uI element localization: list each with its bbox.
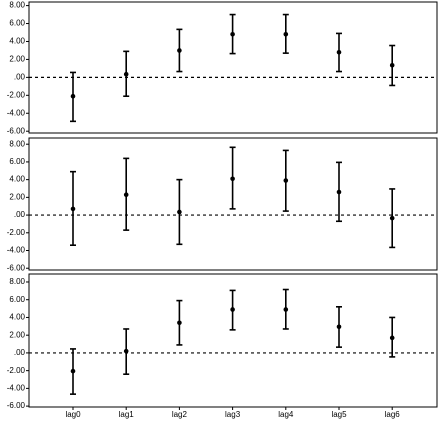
y-tick-label: 2.00 (9, 192, 25, 201)
y-tick-label: 8.00 (9, 139, 25, 148)
point (123, 192, 129, 197)
point (230, 307, 235, 312)
y-tick-label: 4.00 (9, 175, 25, 184)
x-tick-label: lag6 (385, 410, 401, 419)
point (230, 32, 235, 37)
y-tick-label: 4.00 (9, 37, 25, 46)
y-tick-label: 4.00 (9, 313, 25, 322)
point (389, 335, 395, 341)
y-tick-label: -6.00 (7, 263, 26, 272)
point (336, 189, 342, 195)
y-tick-label: -2.00 (7, 228, 26, 237)
point (177, 48, 182, 53)
y-tick-label: -2.00 (7, 366, 26, 375)
x-tick-label: lag0 (65, 410, 81, 419)
y-tick-label: 2.00 (9, 330, 25, 339)
y-tick-label: .00 (14, 348, 26, 357)
y-tick-label: -4.00 (7, 108, 26, 117)
y-tick-label: -6.00 (7, 126, 26, 135)
point (283, 32, 289, 37)
x-tick-label: lag1 (119, 410, 135, 419)
y-tick-label: 6.00 (9, 295, 25, 304)
point (336, 324, 342, 330)
point (70, 368, 76, 374)
y-tick-label: 8.00 (9, 1, 25, 10)
y-tick-label: 8.00 (9, 277, 25, 286)
point (177, 209, 182, 215)
y-tick-label: -4.00 (7, 246, 26, 255)
y-tick-label: -6.00 (7, 401, 26, 410)
point (389, 62, 395, 68)
x-tick-label: lag3 (225, 410, 241, 419)
x-tick-label: lag2 (172, 410, 188, 419)
y-tick-label: 6.00 (9, 157, 25, 166)
panel-frame (28, 1, 438, 134)
point (70, 93, 76, 99)
x-tick-label: lag4 (278, 410, 294, 419)
point (123, 71, 129, 77)
y-tick-label: -2.00 (7, 90, 26, 99)
point (70, 206, 76, 212)
point (177, 320, 182, 326)
y-tick-label: .00 (14, 210, 26, 219)
y-tick-label: 6.00 (9, 19, 25, 28)
point (123, 348, 129, 354)
point (283, 178, 289, 183)
y-tick-label: .00 (14, 72, 26, 81)
x-tick-label: lag5 (331, 410, 347, 419)
point (336, 49, 342, 55)
y-tick-label: 2.00 (9, 55, 25, 64)
point (389, 215, 395, 221)
y-tick-label: -4.00 (7, 383, 26, 392)
point (230, 176, 235, 182)
point (283, 307, 289, 312)
panel-frame (28, 137, 438, 271)
